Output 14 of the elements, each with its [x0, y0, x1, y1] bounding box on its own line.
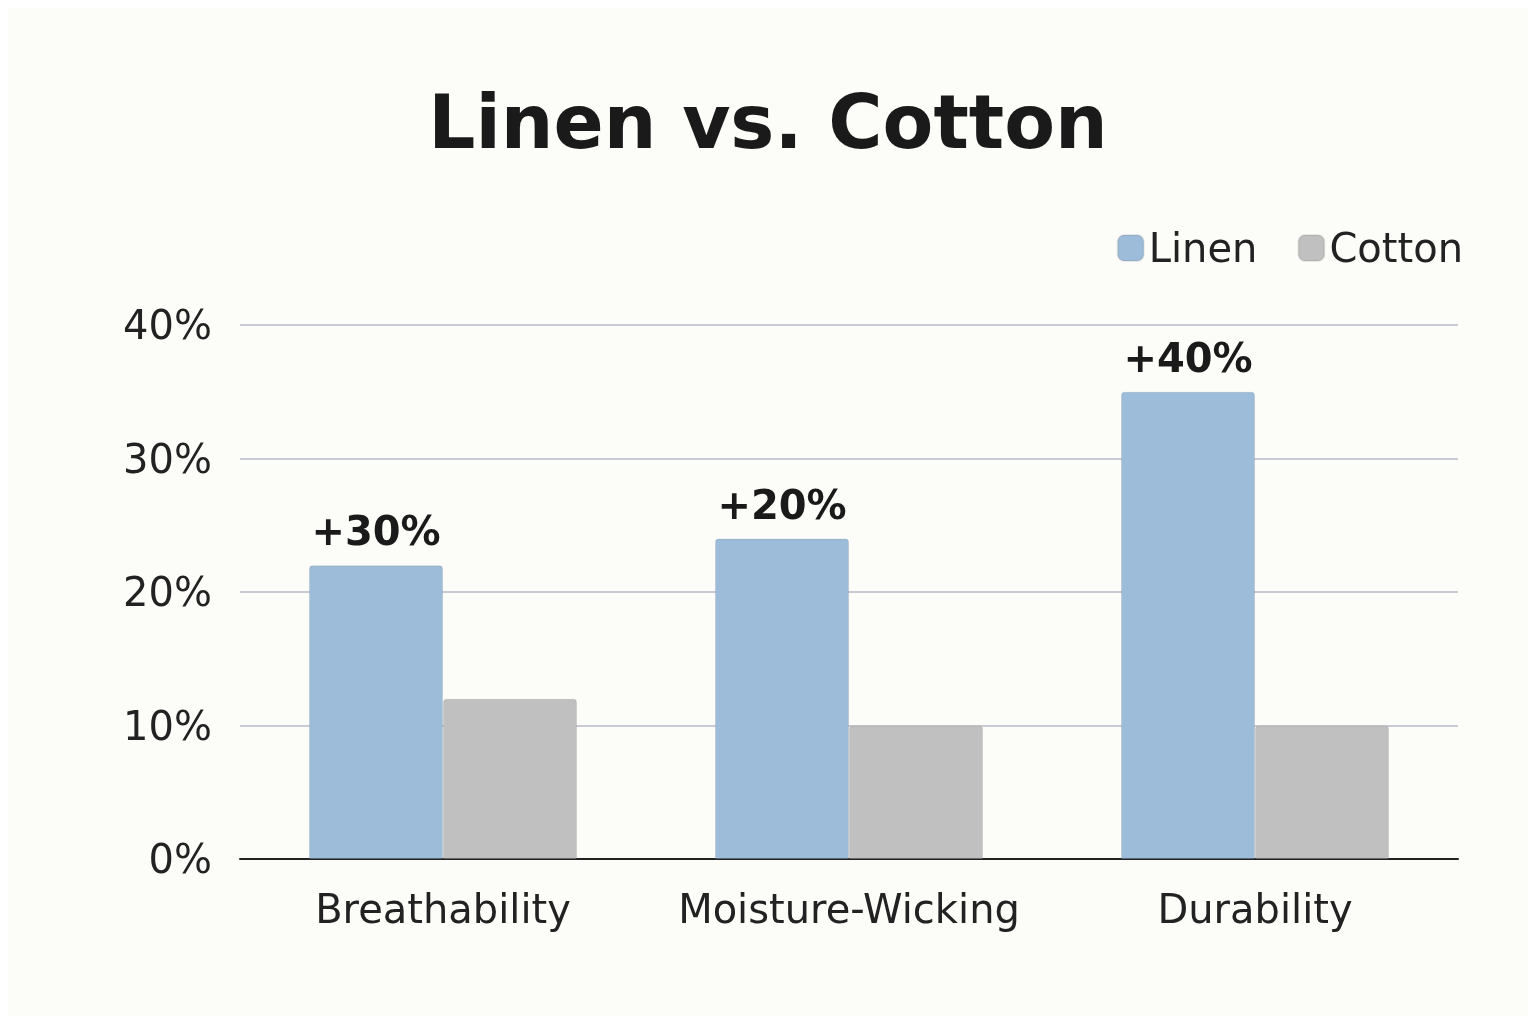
- chart-title: Linen vs. Cotton: [428, 79, 1108, 165]
- x-tick-label: Durability: [1157, 886, 1353, 932]
- y-tick-label: 10%: [123, 702, 212, 749]
- annotation: +40%: [1123, 334, 1253, 381]
- x-tick-label: Breathability: [315, 886, 571, 932]
- annotation: +30%: [311, 508, 441, 555]
- y-tick-label: 40%: [123, 302, 212, 348]
- x-tick-label: Moisture-Wicking: [678, 886, 1020, 932]
- y-tick-label: 20%: [123, 569, 212, 615]
- y-tick-label: 0%: [148, 836, 212, 882]
- annotation: +20%: [717, 481, 847, 528]
- y-tick-label: 30%: [123, 435, 212, 482]
- legend-label: Linen: [1148, 225, 1258, 271]
- legend-label: Cotton: [1329, 225, 1463, 271]
